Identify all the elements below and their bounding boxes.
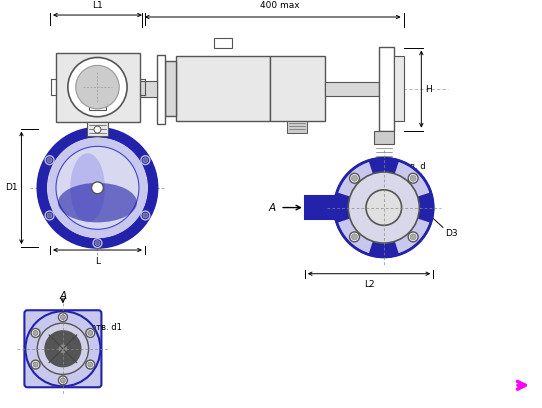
Text: D3: D3 xyxy=(85,352,97,361)
Wedge shape xyxy=(418,192,433,223)
Circle shape xyxy=(349,172,420,243)
Bar xyxy=(87,122,108,136)
Circle shape xyxy=(61,315,66,319)
Text: 400 max: 400 max xyxy=(260,1,300,10)
Circle shape xyxy=(350,232,359,242)
FancyBboxPatch shape xyxy=(24,310,101,387)
Bar xyxy=(374,131,393,144)
Bar xyxy=(177,56,270,121)
Circle shape xyxy=(47,158,52,163)
Bar xyxy=(56,53,140,122)
Bar xyxy=(88,98,106,110)
Circle shape xyxy=(33,330,38,335)
Circle shape xyxy=(95,241,100,246)
Text: D1: D1 xyxy=(5,183,17,192)
Circle shape xyxy=(143,158,148,163)
Wedge shape xyxy=(38,129,157,247)
Text: n отв. d: n отв. d xyxy=(392,162,425,171)
Circle shape xyxy=(61,378,66,383)
Circle shape xyxy=(366,190,402,225)
Circle shape xyxy=(92,182,104,194)
Circle shape xyxy=(37,323,88,375)
Circle shape xyxy=(31,360,40,369)
Circle shape xyxy=(408,232,418,242)
Bar xyxy=(214,38,232,48)
Bar xyxy=(325,82,379,96)
Wedge shape xyxy=(369,242,399,257)
Circle shape xyxy=(47,213,52,218)
Circle shape xyxy=(352,234,357,240)
Bar xyxy=(132,81,157,97)
Circle shape xyxy=(59,313,67,322)
Ellipse shape xyxy=(70,153,105,222)
Bar xyxy=(270,56,325,121)
Circle shape xyxy=(88,330,93,335)
Circle shape xyxy=(86,360,95,369)
Circle shape xyxy=(25,311,100,386)
Circle shape xyxy=(86,328,95,337)
Text: L: L xyxy=(95,257,100,266)
Circle shape xyxy=(93,128,102,137)
Text: D3: D3 xyxy=(445,229,457,238)
Circle shape xyxy=(56,146,139,229)
Circle shape xyxy=(58,344,68,354)
Text: n отв. d1: n отв. d1 xyxy=(83,323,121,332)
Circle shape xyxy=(410,175,416,181)
Bar xyxy=(157,55,165,124)
Text: A: A xyxy=(268,202,275,213)
Circle shape xyxy=(334,158,433,257)
Bar xyxy=(393,56,404,121)
Circle shape xyxy=(352,175,357,181)
Text: A: A xyxy=(59,291,67,302)
Bar xyxy=(287,121,307,133)
Bar xyxy=(305,196,334,220)
Bar xyxy=(379,47,393,131)
Wedge shape xyxy=(334,192,350,223)
Circle shape xyxy=(68,58,127,117)
Circle shape xyxy=(410,234,416,240)
Circle shape xyxy=(350,173,359,183)
Circle shape xyxy=(88,362,93,367)
Circle shape xyxy=(94,126,101,133)
Circle shape xyxy=(33,362,38,367)
Circle shape xyxy=(408,173,418,183)
Text: L1: L1 xyxy=(92,1,103,10)
Circle shape xyxy=(31,328,40,337)
Ellipse shape xyxy=(58,183,137,222)
Circle shape xyxy=(45,331,81,366)
Wedge shape xyxy=(369,158,399,174)
Circle shape xyxy=(45,156,54,164)
Circle shape xyxy=(143,213,148,218)
Circle shape xyxy=(45,211,54,220)
Text: L2: L2 xyxy=(364,279,375,288)
Circle shape xyxy=(46,136,149,239)
Circle shape xyxy=(141,156,150,164)
Circle shape xyxy=(141,211,150,220)
Bar xyxy=(165,62,177,116)
Text: H: H xyxy=(425,84,432,93)
Polygon shape xyxy=(334,186,349,229)
Circle shape xyxy=(95,130,100,135)
Circle shape xyxy=(93,239,102,248)
Circle shape xyxy=(76,65,119,109)
Circle shape xyxy=(59,376,67,385)
